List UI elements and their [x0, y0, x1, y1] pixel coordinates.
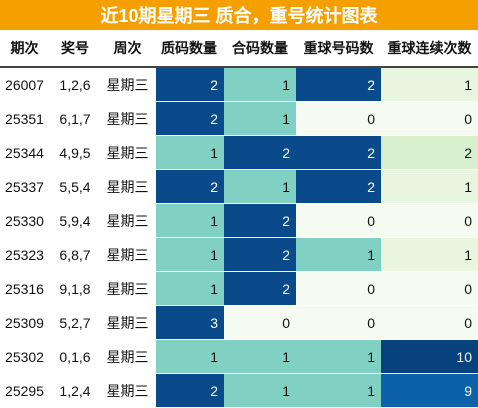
cell-composite-count: 1	[224, 102, 296, 136]
cell-composite-count: 0	[224, 306, 296, 340]
cell-repeat-count: 0	[296, 102, 381, 136]
table-row: 26007 1,2,6 星期三 2 1 2 1	[0, 68, 478, 102]
table-row: 25330 5,9,4 星期三 1 2 0 0	[0, 204, 478, 238]
header-repeat-count: 重球号码数	[296, 30, 381, 68]
cell-prime-count: 2	[154, 170, 224, 204]
cell-composite-count: 1	[224, 68, 296, 102]
cell-repeat-count: 2	[296, 68, 381, 102]
table-row: 25295 1,2,4 星期三 2 1 1 9	[0, 374, 478, 408]
cell-weekday: 星期三	[101, 68, 154, 102]
cell-numbers: 4,9,5	[49, 136, 101, 170]
cell-composite-count: 2	[224, 204, 296, 238]
header-repeat-streak: 重球连续次数	[381, 30, 478, 68]
cell-prime-count: 2	[154, 102, 224, 136]
header-weekday: 周次	[101, 30, 154, 68]
header-period: 期次	[0, 30, 49, 68]
header-composite-count: 合码数量	[224, 30, 296, 68]
cell-weekday: 星期三	[101, 374, 154, 408]
cell-repeat-streak: 2	[381, 136, 478, 170]
cell-numbers: 1,2,4	[49, 374, 101, 408]
cell-numbers: 1,2,6	[49, 68, 101, 102]
table-row: 25344 4,9,5 星期三 1 2 2 2	[0, 136, 478, 170]
cell-weekday: 星期三	[101, 170, 154, 204]
cell-composite-count: 2	[224, 238, 296, 272]
cell-numbers: 6,1,7	[49, 102, 101, 136]
header-numbers: 奖号	[49, 30, 101, 68]
cell-period: 25295	[0, 374, 49, 408]
cell-period: 25351	[0, 102, 49, 136]
cell-period: 25316	[0, 272, 49, 306]
cell-repeat-streak: 0	[381, 306, 478, 340]
cell-prime-count: 1	[154, 272, 224, 306]
cell-repeat-streak: 0	[381, 204, 478, 238]
cell-composite-count: 1	[224, 340, 296, 374]
cell-repeat-streak: 9	[381, 374, 478, 408]
cell-weekday: 星期三	[101, 204, 154, 238]
cell-composite-count: 1	[224, 170, 296, 204]
cell-period: 25344	[0, 136, 49, 170]
header-prime-count: 质码数量	[154, 30, 224, 68]
cell-repeat-streak: 1	[381, 68, 478, 102]
cell-numbers: 6,8,7	[49, 238, 101, 272]
cell-prime-count: 1	[154, 136, 224, 170]
cell-weekday: 星期三	[101, 340, 154, 374]
header-row: 期次 奖号 周次 质码数量 合码数量 重球号码数 重球连续次数	[0, 30, 478, 68]
cell-period: 25323	[0, 238, 49, 272]
cell-repeat-count: 1	[296, 238, 381, 272]
cell-prime-count: 2	[154, 374, 224, 408]
cell-weekday: 星期三	[101, 272, 154, 306]
cell-weekday: 星期三	[101, 238, 154, 272]
chart-title: 近10期星期三 质合，重号统计图表	[0, 0, 478, 30]
cell-repeat-streak: 10	[381, 340, 478, 374]
cell-repeat-count: 0	[296, 204, 381, 238]
cell-prime-count: 1	[154, 204, 224, 238]
cell-numbers: 5,2,7	[49, 306, 101, 340]
cell-repeat-count: 1	[296, 374, 381, 408]
cell-weekday: 星期三	[101, 136, 154, 170]
cell-weekday: 星期三	[101, 102, 154, 136]
table-row: 25309 5,2,7 星期三 3 0 0 0	[0, 306, 478, 340]
cell-repeat-count: 2	[296, 170, 381, 204]
cell-period: 25302	[0, 340, 49, 374]
cell-repeat-count: 1	[296, 340, 381, 374]
table-row: 25323 6,8,7 星期三 1 2 1 1	[0, 238, 478, 272]
table-row: 25337 5,5,4 星期三 2 1 2 1	[0, 170, 478, 204]
cell-repeat-count: 0	[296, 306, 381, 340]
cell-repeat-streak: 0	[381, 272, 478, 306]
stats-table: 期次 奖号 周次 质码数量 合码数量 重球号码数 重球连续次数 26007 1,2…	[0, 30, 478, 408]
cell-repeat-streak: 0	[381, 102, 478, 136]
cell-prime-count: 3	[154, 306, 224, 340]
cell-period: 25330	[0, 204, 49, 238]
cell-prime-count: 2	[154, 68, 224, 102]
cell-period: 25337	[0, 170, 49, 204]
cell-composite-count: 2	[224, 136, 296, 170]
cell-period: 25309	[0, 306, 49, 340]
cell-composite-count: 1	[224, 374, 296, 408]
cell-composite-count: 2	[224, 272, 296, 306]
table-row: 25351 6,1,7 星期三 2 1 0 0	[0, 102, 478, 136]
cell-numbers: 9,1,8	[49, 272, 101, 306]
cell-period: 26007	[0, 68, 49, 102]
cell-repeat-streak: 1	[381, 238, 478, 272]
cell-numbers: 5,9,4	[49, 204, 101, 238]
cell-repeat-count: 2	[296, 136, 381, 170]
cell-numbers: 5,5,4	[49, 170, 101, 204]
cell-repeat-count: 0	[296, 272, 381, 306]
table-row: 25316 9,1,8 星期三 1 2 0 0	[0, 272, 478, 306]
table-row: 25302 0,1,6 星期三 1 1 1 10	[0, 340, 478, 374]
cell-prime-count: 1	[154, 340, 224, 374]
cell-weekday: 星期三	[101, 306, 154, 340]
cell-prime-count: 1	[154, 238, 224, 272]
cell-numbers: 0,1,6	[49, 340, 101, 374]
cell-repeat-streak: 1	[381, 170, 478, 204]
